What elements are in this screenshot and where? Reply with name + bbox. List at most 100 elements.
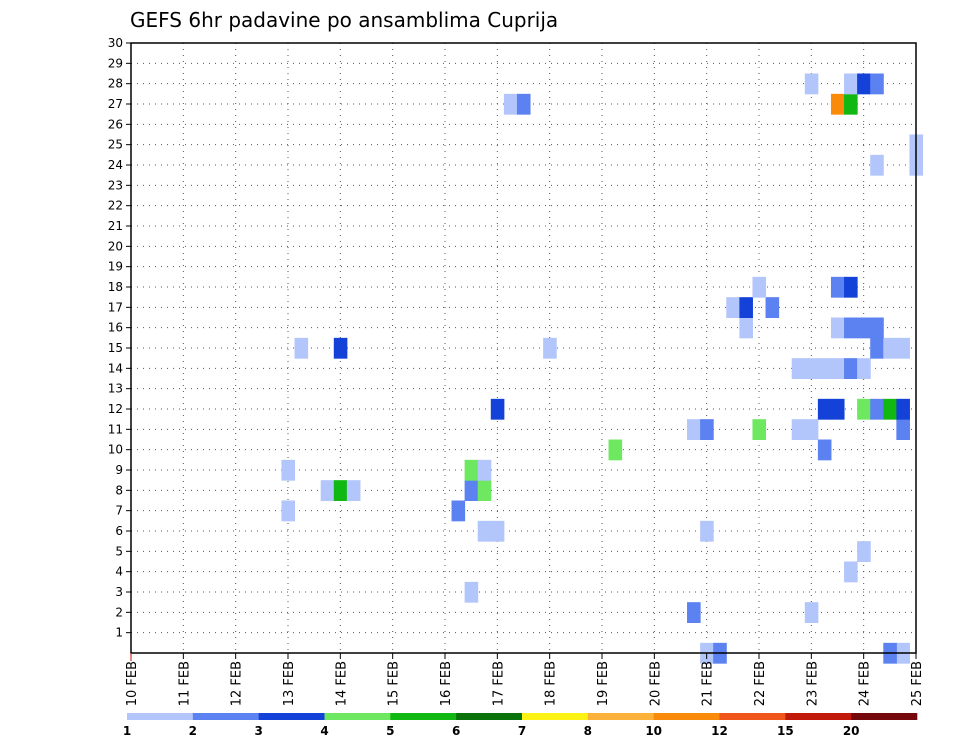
y-tick-label: 12	[108, 402, 123, 416]
x-tick-label: 20 FEB	[648, 661, 663, 706]
y-tick-label: 23	[108, 178, 123, 192]
heatmap-cell	[857, 398, 871, 420]
x-axis: 10 FEB 11 FEB 12 FEB 13 FEB 14 FEB 15 FEB 16 F…	[125, 653, 925, 706]
x-tick-label: 18 FEB	[544, 661, 559, 706]
heatmap-cell	[791, 419, 806, 440]
x-tick-label: 21 FEB	[701, 661, 716, 706]
x-tick-label: 15 FEB	[387, 661, 402, 706]
y-tick-label: 26	[108, 117, 123, 131]
heatmap-cell	[870, 317, 884, 339]
colorbar-segment	[192, 713, 259, 720]
heatmap-cell	[752, 276, 767, 298]
y-tick-label: 3	[115, 585, 123, 599]
heatmap-cell	[700, 419, 714, 440]
heatmap-cell	[765, 297, 780, 318]
x-tick-label: 16 FEB	[439, 661, 454, 706]
heatmap-cell	[830, 93, 845, 115]
heatmap-cell	[281, 500, 296, 522]
y-tick-label: 25	[108, 138, 123, 152]
heatmap-cell	[490, 520, 505, 542]
y-tick-label: 7	[115, 504, 123, 518]
y-tick-label: 10	[108, 443, 123, 457]
heatmap-cell	[804, 73, 819, 95]
heatmap-cell	[857, 73, 871, 95]
x-tick-label: 11 FEB	[177, 661, 192, 706]
y-tick-label: 2	[115, 605, 123, 619]
y-tick-label: 21	[108, 219, 123, 233]
heatmap-cell	[687, 602, 701, 623]
heatmap-cell	[281, 459, 296, 481]
y-tick-label: 9	[115, 463, 123, 477]
heatmap-cell	[726, 297, 740, 318]
x-tick-label: 19 FEB	[596, 661, 611, 706]
heatmap-cell	[896, 398, 910, 420]
heatmap-cell	[857, 541, 871, 562]
y-tick-label: 28	[108, 77, 123, 91]
y-tick-label: 22	[108, 199, 123, 213]
heatmap-cell	[870, 73, 884, 95]
heatmap-cell	[320, 480, 335, 501]
heatmap-cell	[739, 297, 753, 318]
colorbar-segment	[851, 713, 918, 720]
heatmap-cell	[830, 358, 845, 379]
x-tick-label: 13 FEB	[282, 661, 297, 706]
y-tick-label: 11	[108, 422, 123, 436]
heatmap-cell	[464, 581, 479, 603]
chart-title: GEFS 6hr padavine po ansamblima Cuprija	[130, 8, 558, 32]
colorbar-label: 12	[711, 724, 728, 738]
heatmap-cell	[857, 317, 871, 339]
heatmap-cell	[896, 337, 910, 359]
grid	[130, 42, 917, 653]
y-tick-label: 8	[115, 483, 123, 497]
y-tick-label: 15	[108, 341, 123, 355]
x-tick-label: 25 FEB	[910, 661, 925, 706]
y-tick-label: 29	[108, 56, 123, 70]
heatmap-cell	[543, 337, 557, 359]
heatmap-cell	[752, 419, 767, 440]
y-tick-label: 16	[108, 321, 123, 335]
heatmap-cell	[464, 459, 479, 481]
colorbar-label: 2	[189, 724, 197, 738]
heatmap-cell	[883, 337, 897, 359]
heatmap-cell	[804, 419, 819, 440]
y-tick-label: 14	[108, 361, 123, 375]
colorbar-segment	[324, 713, 391, 720]
colorbar-label: 1	[123, 724, 131, 738]
heatmap-cell	[739, 317, 753, 339]
heatmap-cell	[870, 154, 884, 176]
heatmap-cell	[844, 73, 858, 95]
heatmap-cell	[700, 520, 714, 542]
heatmap-cell	[883, 398, 897, 420]
heatmap-cell	[503, 93, 518, 115]
heatmap-cell	[608, 439, 623, 461]
heatmap-cell	[844, 93, 858, 115]
colorbar-segment	[719, 713, 786, 720]
colorbar-label: 10	[645, 724, 662, 738]
heatmap-cell	[804, 358, 819, 379]
x-tick-label: 12 FEB	[230, 661, 245, 706]
colorbar-label: 4	[320, 724, 328, 738]
colorbar-segment	[522, 713, 589, 720]
heatmap-cell	[477, 480, 492, 501]
colorbar-label: 7	[518, 724, 526, 738]
heatmap-cell	[804, 602, 819, 623]
heatmap-cell	[333, 337, 348, 359]
colorbar-label: 20	[843, 724, 860, 738]
heatmap-cell	[817, 358, 832, 379]
heatmap-cell	[516, 93, 531, 115]
heatmap-cell	[896, 419, 910, 440]
colorbar-label: 3	[254, 724, 262, 738]
plot-frame	[130, 42, 917, 654]
heatmap-cell	[490, 398, 505, 420]
heatmap-cell	[477, 459, 492, 481]
heatmap-cell	[477, 520, 492, 542]
heatmap-cells	[281, 73, 924, 664]
heatmap-cell	[346, 480, 361, 501]
heatmap-cell	[294, 337, 309, 359]
y-tick-label: 1	[115, 626, 123, 640]
colorbar-segment	[785, 713, 852, 720]
heatmap-cell	[791, 358, 806, 379]
colorbar-segment	[258, 713, 325, 720]
heatmap-cell	[870, 398, 884, 420]
